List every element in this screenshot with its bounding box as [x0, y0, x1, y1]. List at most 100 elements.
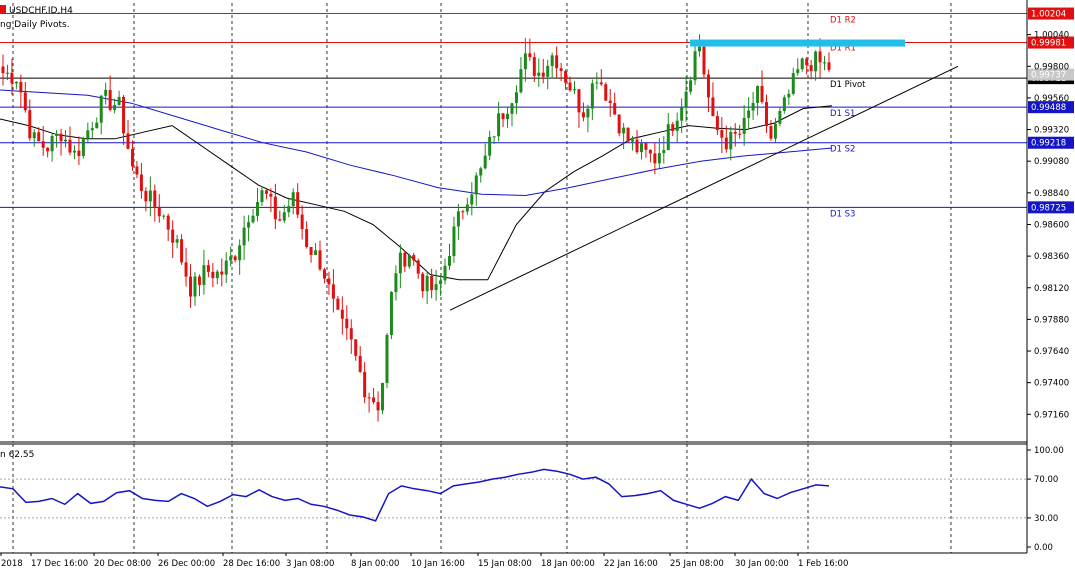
candle-body — [559, 68, 563, 72]
candle-body — [398, 252, 402, 274]
time-tick-label: 15 Jan 08:00 — [478, 559, 532, 569]
candle-body — [255, 202, 259, 216]
candle-body — [305, 229, 309, 247]
candle-body — [564, 71, 568, 83]
candle-body — [702, 46, 706, 75]
candle-body — [465, 204, 469, 212]
time-tick-label: 3 Jan 08:00 — [286, 559, 334, 569]
candle-body — [95, 122, 99, 129]
time-tick-label: 2018 — [1, 559, 23, 569]
candle-body — [193, 276, 197, 297]
candle-body — [117, 96, 121, 106]
price-tick-label: 0.98360 — [1034, 252, 1069, 262]
price-tick-label: 0.97160 — [1034, 410, 1069, 420]
pivot-price-label: 0.99218 — [1031, 139, 1066, 149]
candle-body — [86, 130, 90, 139]
candle-body — [175, 239, 179, 243]
candle-body — [180, 239, 184, 263]
pivot-label: D1 R1 — [830, 44, 856, 54]
candle-body — [148, 190, 152, 202]
candle-body — [622, 127, 626, 134]
candle-body — [162, 215, 166, 217]
candle-body — [693, 51, 697, 81]
candle-body — [738, 133, 742, 135]
time-tick-label: 17 Dec 16:00 — [31, 559, 88, 569]
pivot-price-tag — [1028, 136, 1074, 149]
candle-body — [122, 96, 126, 134]
candle-body — [434, 284, 438, 291]
time-tick-label: 26 Dec 00:00 — [158, 559, 215, 569]
candle-body — [5, 72, 9, 74]
candle-body — [55, 133, 59, 136]
candle-body — [711, 97, 715, 117]
price-tick-label: 0.98840 — [1034, 189, 1069, 199]
candle-body — [501, 113, 505, 120]
candle-body — [778, 110, 782, 124]
candle-body — [805, 58, 809, 66]
candle-body — [372, 397, 376, 403]
candle-body — [577, 89, 581, 113]
candle-body — [291, 192, 295, 207]
candle-body — [81, 138, 85, 156]
candle-body — [541, 72, 545, 77]
candle-body — [46, 147, 50, 152]
candle-body — [809, 65, 813, 72]
candle-body — [264, 190, 268, 194]
candle-body — [166, 215, 170, 230]
ma-fast-line — [0, 105, 833, 281]
candle-body — [224, 260, 228, 275]
candle-body — [787, 93, 791, 98]
candle-body — [197, 276, 201, 285]
time-tick-label: 25 Jan 08:00 — [670, 559, 724, 569]
candle-body — [599, 82, 603, 85]
time-tick-label: 30 Jan 00:00 — [735, 559, 789, 569]
candle-body — [184, 262, 188, 277]
candle-body — [269, 193, 273, 197]
candle-body — [139, 174, 143, 191]
candle-body — [756, 86, 760, 103]
time-tick-label: 28 Dec 16:00 — [223, 559, 280, 569]
candle-body — [648, 149, 652, 154]
candle-body — [126, 133, 130, 149]
trendline — [449, 65, 959, 311]
candle-body — [644, 143, 648, 150]
candle-body — [425, 275, 429, 292]
price-tick-label: 0.97640 — [1034, 347, 1069, 357]
price-tick-label: 0.97880 — [1034, 315, 1069, 325]
candle-body — [550, 55, 554, 66]
candle-body — [492, 136, 496, 138]
ma-slow-line — [0, 89, 833, 197]
pivot-price-label: 0.99488 — [1031, 103, 1066, 113]
candle-body — [278, 219, 282, 221]
candle-body — [206, 265, 210, 272]
pivot-label: D1 Pivot — [830, 80, 866, 90]
candle-body — [376, 402, 380, 411]
candle-body — [430, 275, 434, 291]
price-tick-label: 0.99800 — [1034, 62, 1069, 72]
candle-body — [447, 256, 451, 266]
candle-body — [631, 139, 635, 142]
candle-body — [19, 81, 23, 93]
symbol-title: USDCHF.ID,H4 — [9, 6, 73, 16]
candle-body — [233, 256, 237, 261]
price-tick-label: 0.99560 — [1034, 94, 1069, 104]
candle-body — [113, 105, 117, 110]
pivot-price-tag — [1028, 36, 1074, 49]
candle-body — [28, 110, 32, 139]
candle-body — [452, 226, 456, 257]
candle-body — [10, 72, 14, 84]
rsi-line — [0, 468, 830, 522]
time-tick-label: 18 Jan 00:00 — [541, 559, 595, 569]
candle-body — [157, 206, 161, 217]
candle-body — [50, 135, 54, 152]
candle-body — [153, 190, 157, 207]
candle-body — [528, 53, 532, 58]
candle-body — [764, 101, 768, 127]
candle-body — [416, 260, 420, 274]
candle-body — [586, 108, 590, 118]
pivot-price-label: 1.00204 — [1031, 10, 1066, 20]
candle-body — [331, 284, 335, 299]
candle-body — [751, 102, 755, 111]
